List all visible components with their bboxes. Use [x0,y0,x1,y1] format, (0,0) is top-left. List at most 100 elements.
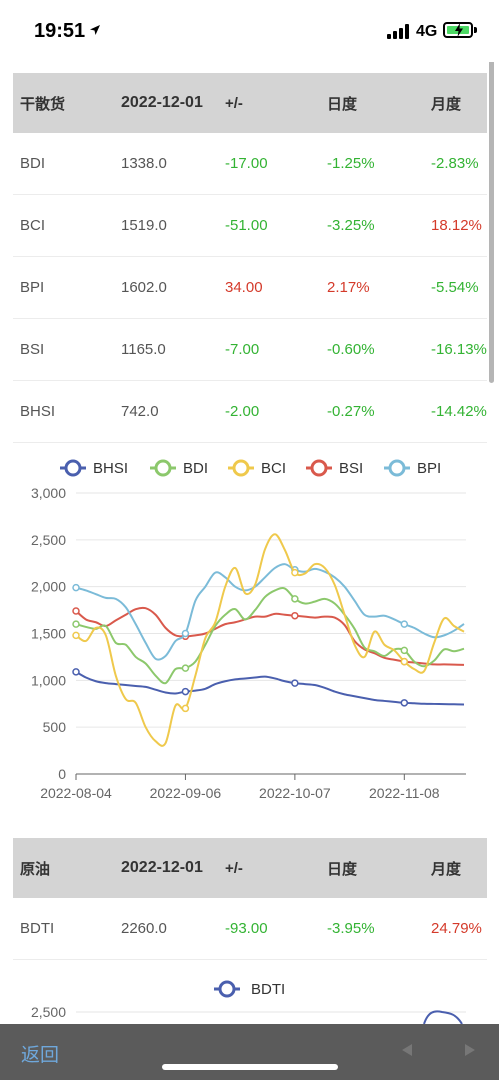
data-point-bci[interactable] [400,657,409,666]
index-value: 2260.0 [121,920,167,937]
series-line-bci [75,533,465,747]
header-category: 原油 [20,860,51,878]
index-value: 1602.0 [121,279,167,296]
index-value: 742.0 [121,403,159,420]
legend-item-bhsi[interactable]: BHSI [60,459,128,477]
data-point-bci[interactable] [72,631,80,640]
legend-item-bci[interactable]: BCI [228,459,286,477]
legend-item-bpi[interactable]: BPI [384,459,441,477]
index-change: -2.00 [225,403,260,420]
crude-table: 原油 2022-12-01 +/- 日度 月度 BDTI 2260.0 -93.00… [13,838,487,960]
y-tick-label: 1,500 [31,626,66,642]
header-change: +/- [225,94,243,112]
index-value: 1165.0 [121,341,166,358]
header-daily: 日度 [327,95,358,113]
y-tick-label: 2,500 [31,532,66,548]
series-line-bdi [75,587,465,685]
legend-label: BDTI [251,981,285,998]
data-point-bdi[interactable] [400,646,409,655]
index-value: 1519.0 [121,217,167,234]
series-line-bpi [75,563,465,661]
data-point-bpi[interactable] [72,583,80,592]
data-point-bci[interactable] [181,704,190,713]
header-daily: 日度 [327,860,358,878]
dry-bulk-line-chart: BHSI BDI BCI BSI BPI 0 500 1,000 1,500 2,000 2,500… [31,459,466,801]
index-name: BSI [20,341,45,358]
nav-back-icon[interactable] [402,1044,412,1056]
index-name: BDI [20,155,46,172]
back-button[interactable]: 返回 [21,1045,60,1066]
legend-label: BDI [183,460,208,477]
header-date: 2022-12-01 [121,859,203,876]
scrollbar[interactable] [489,60,494,383]
data-point-bsi[interactable] [291,611,299,620]
signal-icon [387,24,409,39]
index-monthly-change: -2.83% [431,155,479,172]
header-monthly: 月度 [431,860,462,878]
index-change: -93.00 [225,920,268,937]
header-category: 干散货 [20,95,66,113]
data-point-bdi[interactable] [181,664,190,672]
index-change: -7.00 [225,341,260,358]
y-tick-label: 1,000 [31,672,66,688]
index-daily-change: -0.60% [327,341,375,358]
table-row[interactable]: BDI 1338.0 -17.00 -1.25% -2.83% [13,133,487,195]
table-row[interactable]: BCI 1519.0 -51.00 -3.25% 18.12% [13,195,487,257]
data-point-bdi[interactable] [291,595,299,603]
network-type: 4G [416,23,438,40]
index-name: BDTI [20,920,55,937]
index-name: BHSI [20,403,56,420]
index-name: BCI [20,217,46,234]
legend-item-bdi[interactable]: BDI [150,459,208,477]
data-point-bhsi[interactable] [400,699,409,707]
data-point-bci[interactable] [291,568,299,577]
series-line-bdti [423,1010,463,1024]
legend-item-bdti[interactable]: BDTI [214,980,285,998]
index-daily-change: -1.25% [327,155,375,172]
data-point-bpi[interactable] [181,629,190,638]
table-row[interactable]: BHSI 742.0 -2.00 -0.27% -14.42% [13,381,487,443]
crude-line-chart: BDTI 2,500 [31,980,466,1024]
series-line-bsi [75,606,465,666]
table-row[interactable]: BSI 1165.0 -7.00 -0.60% -16.13% [13,319,487,381]
index-change: -17.00 [225,155,268,172]
data-point-bhsi[interactable] [181,687,190,696]
table-header: 干散货 2022-12-01 +/- 日度 月度 [13,73,487,133]
dry-bulk-table: 干散货 2022-12-01 +/- 日度 月度 BDI 1338.0 -17.00… [13,73,487,443]
data-point-bhsi[interactable] [291,679,299,687]
index-monthly-change: -5.54% [431,279,479,296]
bottom-toolbar: 返回 [0,1024,499,1080]
data-point-bdi[interactable] [72,620,80,628]
table-row[interactable]: BDTI 2260.0 -93.00 -3.95% 24.79% [13,898,487,960]
nav-forward-icon[interactable] [465,1044,475,1056]
table-row[interactable]: BPI 1602.0 34.00 2.17% -5.54% [13,257,487,319]
battery-icon [443,22,473,38]
index-change: 34.00 [225,279,263,296]
x-tick-label: 2022-11-08 [369,785,440,801]
index-change: -51.00 [225,217,268,234]
header-change: +/- [225,859,243,877]
legend-label: BHSI [93,460,128,477]
index-daily-change: -0.27% [327,403,375,420]
data-point-bsi[interactable] [72,607,80,615]
y-tick-label: 2,000 [31,579,66,595]
index-daily-change: -3.25% [327,217,375,234]
index-monthly-change: -16.13% [431,341,487,358]
y-tick-label: 0 [58,766,66,782]
legend-item-bsi[interactable]: BSI [306,459,363,477]
legend-label: BSI [339,460,363,477]
y-tick-label: 2,500 [31,1004,66,1020]
header-monthly: 月度 [431,95,462,113]
home-indicator [162,1064,338,1070]
index-value: 1338.0 [121,155,167,172]
y-tick-label: 3,000 [31,485,66,501]
data-point-bhsi[interactable] [72,668,80,676]
index-monthly-change: 24.79% [431,920,482,937]
table-header: 原油 2022-12-01 +/- 日度 月度 [13,838,487,898]
x-tick-label: 2022-09-06 [150,785,222,801]
series-line-bhsi [75,671,465,706]
location-arrow-icon [90,25,100,35]
data-point-bpi[interactable] [400,620,409,628]
x-tick-label: 2022-08-04 [40,785,112,801]
legend-label: BCI [261,460,286,477]
